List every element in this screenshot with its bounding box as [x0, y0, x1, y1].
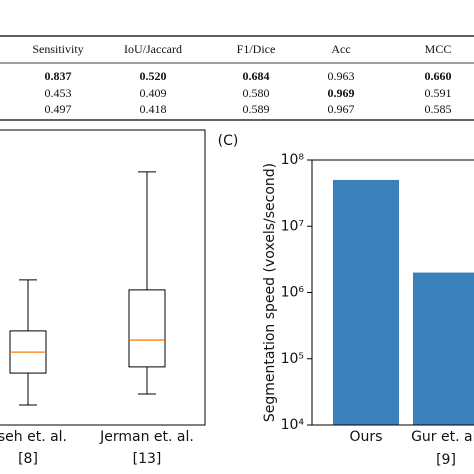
- table-cell: 0.520: [140, 69, 167, 83]
- plot-frame: [0, 129, 206, 426]
- bar: [413, 272, 474, 425]
- table-cell: 0.591: [425, 86, 452, 100]
- y-tick-label: 10⁶: [281, 285, 305, 301]
- y-axis-label: Segmentation speed (voxels/second): [262, 163, 278, 422]
- table-header: F1/Dice: [237, 42, 276, 56]
- y-tick-label: 10⁴: [281, 417, 305, 433]
- table-cell: 0.837: [45, 69, 72, 83]
- x-tick-ref: [9]: [436, 452, 456, 468]
- table-cell: 0.580: [243, 86, 270, 100]
- table-cell: 0.497: [45, 102, 72, 116]
- table-cell: 0.418: [140, 102, 167, 116]
- x-tick-ref: [8]: [18, 451, 38, 467]
- table-cell: 0.589: [243, 102, 270, 116]
- table-cell: 0.585: [425, 102, 452, 116]
- table-cell: 0.453: [45, 86, 72, 100]
- y-tick-label: 10⁷: [281, 218, 304, 234]
- x-tick-label: nseh et. al.: [0, 429, 67, 445]
- x-tick-label: Ours: [350, 429, 383, 445]
- table-cell: 0.963: [328, 69, 355, 83]
- x-tick-ref: [13]: [133, 451, 162, 467]
- bar: [333, 179, 399, 425]
- table-cell: 0.969: [328, 86, 355, 100]
- y-tick-label: 10⁸: [281, 152, 305, 168]
- table-cell: 0.684: [243, 69, 270, 83]
- table-cell: 0.967: [328, 102, 355, 116]
- panel-label: (C): [218, 133, 239, 149]
- table-header: MCC: [425, 42, 452, 56]
- table-header: IoU/Jaccard: [124, 42, 182, 56]
- y-tick-label: 10⁵: [281, 351, 304, 367]
- table-cell: 0.409: [140, 86, 167, 100]
- table-header: Acc: [331, 42, 350, 56]
- table-cell: 0.660: [425, 69, 452, 83]
- box: [128, 289, 166, 368]
- x-tick-label: Gur et. al.: [411, 429, 474, 445]
- x-tick-label: Jerman et. al.: [99, 429, 194, 445]
- table-header: Sensitivity: [32, 42, 83, 56]
